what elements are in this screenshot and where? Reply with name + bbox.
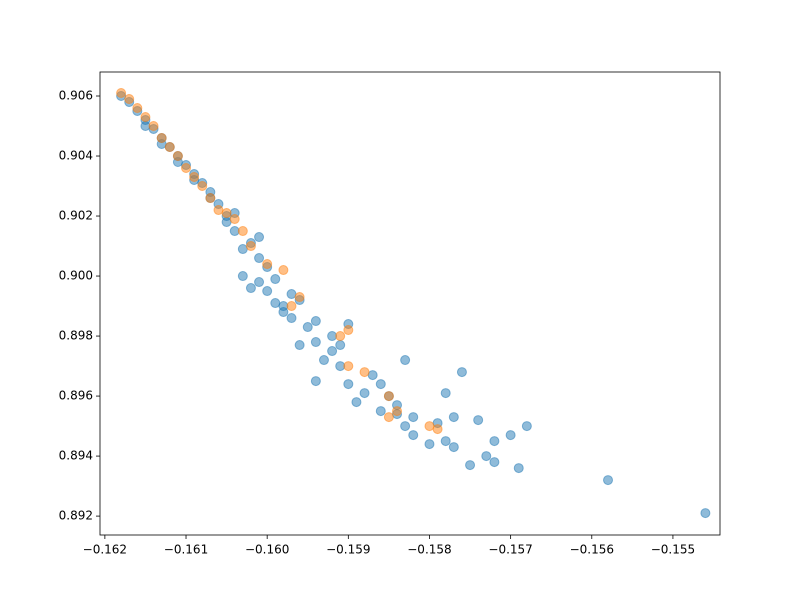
scatter-point (327, 346, 338, 357)
scatter-point (310, 337, 321, 348)
y-tick-label: 0.906 (59, 89, 93, 103)
scatter-point (448, 412, 459, 423)
y-tick-label: 0.900 (59, 269, 93, 283)
y-tick-label: 0.892 (59, 509, 93, 523)
scatter-point (197, 181, 208, 192)
scatter-point (237, 271, 248, 282)
scatter-point (513, 463, 524, 474)
scatter-point (359, 367, 370, 378)
scatter-point (205, 193, 216, 204)
scatter-point (116, 88, 127, 99)
x-tick-label: −0.158 (407, 543, 451, 557)
scatter-point (603, 475, 614, 486)
scatter-point (254, 253, 265, 264)
scatter-point (375, 406, 386, 417)
scatter-point (286, 313, 297, 324)
scatter-point (229, 214, 240, 225)
scatter-point (286, 301, 297, 312)
scatter-point (400, 355, 411, 366)
scatter-point (465, 460, 476, 471)
scatter-point (278, 265, 289, 276)
scatter-point (310, 316, 321, 327)
scatter-point (456, 367, 467, 378)
scatter-point (375, 379, 386, 390)
y-tick-label: 0.894 (59, 449, 93, 463)
x-tick-label: −0.157 (488, 543, 532, 557)
scatter-point (270, 274, 281, 285)
y-tick-label: 0.904 (59, 149, 93, 163)
x-tick-label: −0.156 (570, 543, 614, 557)
scatter-point (383, 412, 394, 423)
scatter-point (294, 292, 305, 303)
scatter-point (343, 361, 354, 372)
scatter-point (310, 376, 321, 387)
scatter-point (318, 355, 329, 366)
scatter-point (400, 421, 411, 432)
scatter-point (700, 508, 711, 519)
scatter-point (181, 163, 192, 174)
scatter-point (521, 421, 532, 432)
x-tick-label: −0.160 (245, 543, 289, 557)
scatter-point (254, 232, 265, 243)
scatter-point (408, 412, 419, 423)
scatter-point (189, 172, 200, 183)
scatter-point (383, 391, 394, 402)
scatter-point (440, 388, 451, 399)
scatter-point (124, 94, 135, 105)
scatter-point (424, 421, 435, 432)
scatter-point (245, 241, 256, 252)
scatter-point (132, 103, 143, 114)
plot-frame (99, 71, 721, 536)
scatter-point (254, 277, 265, 288)
scatter-point (489, 436, 500, 447)
scatter-point (294, 340, 305, 351)
scatter-point (351, 397, 362, 408)
scatter-point (343, 325, 354, 336)
x-tick-label: −0.155 (651, 543, 695, 557)
scatter-point (489, 457, 500, 468)
x-tick-label: −0.162 (83, 543, 127, 557)
scatter-point (302, 322, 313, 333)
y-tick-label: 0.898 (59, 329, 93, 343)
scatter-point (148, 121, 159, 132)
scatter-point (440, 436, 451, 447)
scatter-point (156, 133, 167, 144)
scatter-point (237, 226, 248, 237)
scatter-point (359, 388, 370, 399)
scatter-point (335, 340, 346, 351)
scatter-point (343, 379, 354, 390)
scatter-point (172, 151, 183, 162)
scatter-point (221, 208, 232, 219)
scatter-point (245, 283, 256, 294)
scatter-point (505, 430, 516, 441)
y-tick-label: 0.902 (59, 209, 93, 223)
scatter-point (262, 286, 273, 297)
scatter-point (448, 442, 459, 453)
scatter-point (473, 415, 484, 426)
scatter-point (481, 451, 492, 462)
x-tick-label: −0.159 (326, 543, 370, 557)
scatter-point (335, 331, 346, 342)
scatter-point (392, 406, 403, 417)
x-tick-label: −0.161 (164, 543, 208, 557)
scatter-point (424, 439, 435, 450)
scatter-point (262, 259, 273, 270)
scatter-point (408, 430, 419, 441)
y-tick-label: 0.896 (59, 389, 93, 403)
scatter-point (140, 112, 151, 123)
scatter-point (164, 142, 175, 153)
